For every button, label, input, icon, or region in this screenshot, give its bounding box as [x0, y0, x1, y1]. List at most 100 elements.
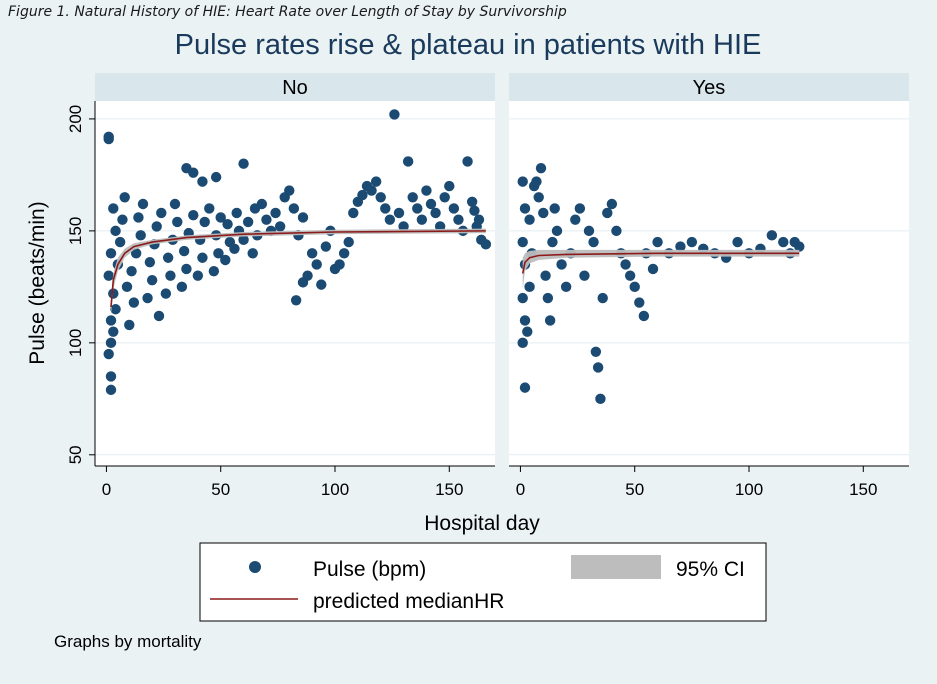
pulse-point: [130, 248, 142, 259]
pulse-point: [611, 225, 622, 237]
pulse-point: [213, 248, 224, 259]
pulse-point: [270, 207, 281, 219]
pulse-point: [629, 281, 640, 293]
pulse-point: [290, 295, 302, 306]
pulse-point: [389, 109, 400, 120]
pulse-point: [137, 198, 149, 210]
pulse-point: [238, 158, 249, 169]
pulse-point: [384, 214, 396, 225]
pulse-point: [402, 156, 414, 167]
pulse-point: [117, 214, 128, 225]
x-tick-label: 0: [516, 480, 525, 499]
pulse-point: [247, 248, 258, 259]
pulse-point: [316, 279, 327, 290]
pulse-point: [231, 207, 242, 219]
pulse-point: [105, 371, 117, 382]
pulse-point: [533, 192, 544, 203]
legend-label-median: predicted medianHR: [313, 590, 504, 613]
pulse-point: [652, 236, 663, 248]
pulse-point: [192, 270, 204, 281]
pulse-point: [156, 207, 167, 219]
pulse-point: [151, 221, 162, 232]
pulse-point: [570, 214, 581, 225]
pulse-point: [114, 236, 126, 248]
y-tick-label: 50: [66, 445, 85, 464]
pulse-point: [551, 225, 563, 237]
pulse-point: [540, 270, 551, 281]
pulse-point: [590, 346, 602, 357]
pulse-point: [675, 241, 686, 252]
pulse-point: [222, 218, 233, 230]
pulse-point: [126, 265, 137, 277]
pulse-point: [110, 225, 121, 237]
pulse-point: [110, 304, 121, 315]
pulse-point: [105, 337, 117, 349]
pulse-point: [162, 252, 174, 263]
pulse-point: [357, 189, 368, 201]
pulse-point: [288, 203, 300, 214]
pulse-point: [197, 252, 208, 263]
pulse-point: [121, 281, 133, 293]
pulse-point: [370, 176, 382, 187]
pulse-point: [624, 270, 636, 281]
panel-strip: [509, 73, 909, 101]
pulse-point: [519, 203, 531, 214]
pulse-point: [297, 212, 309, 223]
pulse-point: [531, 176, 542, 187]
pulse-point: [469, 205, 480, 216]
x-tick-label: 100: [735, 480, 763, 499]
pulse-point: [517, 337, 528, 349]
pulse-point: [142, 292, 153, 304]
pulse-point: [462, 156, 473, 167]
pulse-point: [592, 362, 604, 373]
pulse-point: [108, 203, 119, 214]
pulse-point: [393, 207, 405, 219]
pulse-point: [220, 254, 231, 266]
pulse-point: [595, 393, 606, 405]
pulse-point: [686, 236, 698, 248]
pulse-point: [343, 236, 354, 248]
pulse-point: [398, 221, 409, 232]
pulse-point: [238, 234, 249, 246]
pulse-point: [547, 236, 558, 248]
pulse-point: [128, 297, 140, 308]
pulse-point: [119, 192, 130, 203]
pulse-point: [634, 297, 645, 308]
x-tick-label: 100: [321, 480, 349, 499]
pulse-point: [103, 270, 114, 281]
pulse-point: [380, 203, 391, 214]
pulse-point: [766, 230, 778, 241]
pulse-point: [165, 270, 176, 281]
pulse-point: [425, 198, 437, 210]
x-tick-label: 0: [102, 480, 111, 499]
pulse-point: [135, 230, 146, 241]
y-tick-label: 200: [66, 105, 85, 133]
pulse-point: [538, 207, 549, 219]
pulse-point: [583, 225, 595, 237]
pulse-point: [188, 210, 199, 221]
y-axis-title: Pulse (beats/min): [26, 201, 49, 364]
pulse-point: [169, 198, 181, 210]
pulse-point: [647, 263, 659, 275]
y-tick-label: 150: [66, 217, 85, 245]
x-tick-label: 150: [435, 480, 463, 499]
pulse-point: [778, 236, 789, 248]
pulse-point: [453, 214, 464, 225]
pulse-point: [176, 281, 188, 293]
pulse-point: [517, 176, 528, 187]
panel-strip-label: Yes: [693, 77, 726, 99]
pulse-point: [133, 212, 144, 223]
pulse-point: [242, 216, 254, 228]
predicted-median-line: [521, 252, 800, 274]
pulse-point: [274, 221, 286, 232]
pulse-point: [160, 288, 172, 299]
pulse-point: [597, 292, 608, 304]
pulse-point: [439, 192, 450, 203]
pulse-point: [794, 241, 805, 252]
pulse-point: [153, 310, 165, 322]
pulse-point: [430, 207, 441, 219]
pulse-point: [574, 203, 586, 214]
pulse-point: [208, 265, 220, 277]
pulse-point: [407, 192, 418, 203]
pulse-point: [256, 198, 268, 210]
